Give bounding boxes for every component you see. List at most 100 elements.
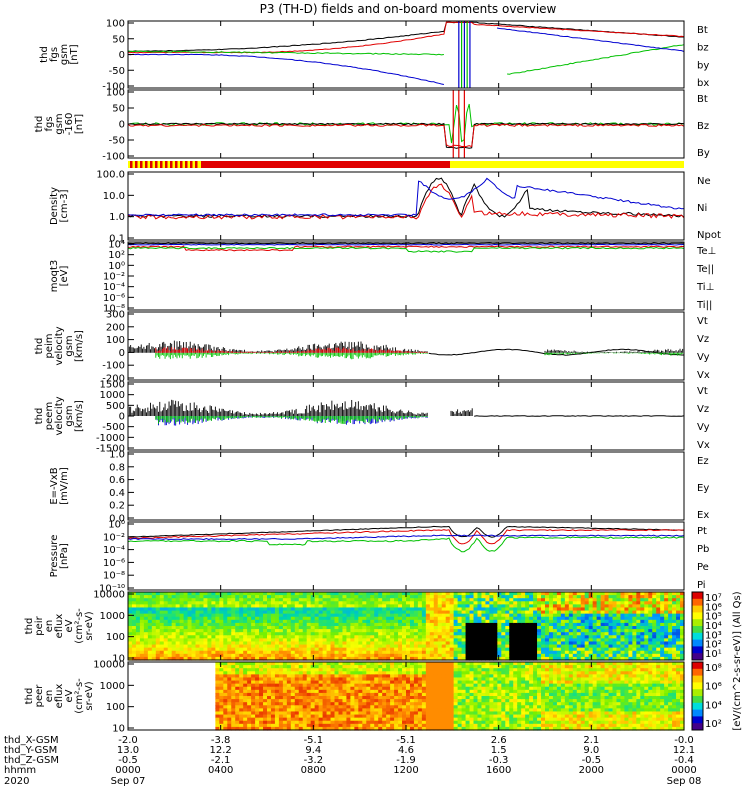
heatmap-cell (644, 638, 649, 643)
heatmap-cell (457, 638, 463, 643)
heatmap-cell (453, 674, 459, 679)
heatmap-cell (628, 638, 633, 643)
heatmap-cell (632, 601, 637, 605)
heatmap-cell (560, 592, 566, 596)
heatmap-cell (425, 674, 431, 679)
heatmap-cell (195, 686, 201, 691)
heatmap-cell (128, 720, 133, 725)
heatmap-cell (147, 714, 153, 719)
heatmap-cell (270, 635, 276, 639)
heatmap-cell (342, 656, 348, 661)
heatmap-cell (231, 680, 236, 685)
heatmap-cell (139, 607, 145, 612)
heatmap-cell (155, 619, 161, 624)
heatmap-cell (398, 671, 403, 675)
heatmap-cell (155, 699, 161, 703)
heatmap-cell (390, 720, 395, 725)
heatmap-cell (560, 653, 566, 658)
heatmap-cell (267, 650, 272, 655)
heatmap-cell (128, 699, 133, 703)
heatmap-cell (318, 595, 324, 599)
heatmap-cell (429, 629, 435, 633)
heatmap-cell (433, 592, 439, 596)
heatmap-cell (294, 635, 300, 639)
heatmap-cell (425, 720, 431, 725)
heatmap-cell (139, 714, 145, 719)
heatmap-cell (517, 613, 522, 618)
heatmap-cell (497, 653, 502, 658)
heatmap-cell (354, 677, 359, 682)
heatmap-cell (231, 717, 236, 722)
heatmap-cell (453, 683, 459, 688)
heatmap-cell (465, 714, 471, 719)
heatmap-cell (338, 668, 344, 672)
heatmap-cell (139, 692, 145, 697)
heatmap-cell (378, 723, 383, 728)
heatmap-cell (449, 653, 455, 658)
heatmap-cell (243, 619, 248, 624)
heatmap-cell (219, 638, 224, 643)
heatmap-cell (203, 592, 209, 596)
heatmap-cell (139, 717, 145, 722)
heatmap-cell (175, 662, 181, 666)
heatmap-cell (203, 644, 209, 649)
heatmap-cell (286, 644, 292, 649)
heatmap-cell (239, 714, 244, 719)
heatmap-cell (533, 656, 538, 661)
heatmap-cell (274, 641, 280, 646)
heatmap-cell (334, 674, 340, 679)
heatmap-cell (409, 671, 415, 675)
heatmap-cell (680, 607, 685, 612)
heatmap-cell (199, 650, 205, 655)
heatmap-cell (227, 647, 232, 652)
heatmap-cell (135, 717, 141, 722)
heatmap-cell (366, 683, 371, 688)
heatmap-cell (270, 705, 276, 709)
heatmap-cell (239, 592, 244, 596)
heatmap-cell (398, 726, 403, 731)
heatmap-cell (473, 607, 479, 612)
heatmap-cell (342, 674, 348, 679)
heatmap-cell (465, 595, 471, 599)
heatmap-cell (298, 692, 304, 697)
heatmap-cell (314, 641, 320, 646)
heatmap-cell (294, 720, 300, 725)
heatmap-cell (322, 674, 328, 679)
heatmap-cell (263, 598, 268, 602)
heatmap-cell (398, 616, 403, 621)
heatmap-cell (139, 647, 145, 652)
heatmap-cell (314, 726, 320, 731)
heatmap-cell (461, 692, 467, 697)
heatmap-cell (290, 671, 296, 675)
heatmap-cell (191, 656, 197, 661)
heatmap-cell (330, 616, 336, 621)
heatmap-cell (294, 656, 300, 661)
heatmap-cell (147, 671, 153, 675)
heatmap-cell (362, 680, 367, 685)
heatmap-cell (409, 638, 415, 643)
heatmap-cell (648, 619, 653, 624)
heatmap-cell (314, 644, 320, 649)
heatmap-cell (207, 635, 212, 639)
heatmap-cell (274, 613, 280, 618)
heatmap-cell (298, 705, 304, 709)
heatmap-cell (541, 653, 546, 658)
heatmap-cell (350, 668, 355, 672)
heatmap-cell (604, 635, 610, 639)
heatmap-cell (286, 705, 292, 709)
heatmap-cell (338, 702, 344, 706)
heatmap-cell (259, 662, 264, 666)
heatmap-cell (346, 656, 351, 661)
heatmap-cell (255, 607, 260, 612)
heatmap-cell (290, 644, 296, 649)
heatmap-cell (294, 601, 300, 605)
heatmap-cell (576, 644, 582, 649)
heatmap-cell (195, 662, 201, 666)
heatmap-cell (175, 665, 181, 669)
heatmap-cell (203, 705, 209, 709)
heatmap-cell (195, 705, 201, 709)
heatmap-cell (251, 692, 256, 697)
heatmap-cell (171, 692, 177, 697)
heatmap-cell (386, 705, 391, 709)
heatmap-cell (187, 668, 193, 672)
